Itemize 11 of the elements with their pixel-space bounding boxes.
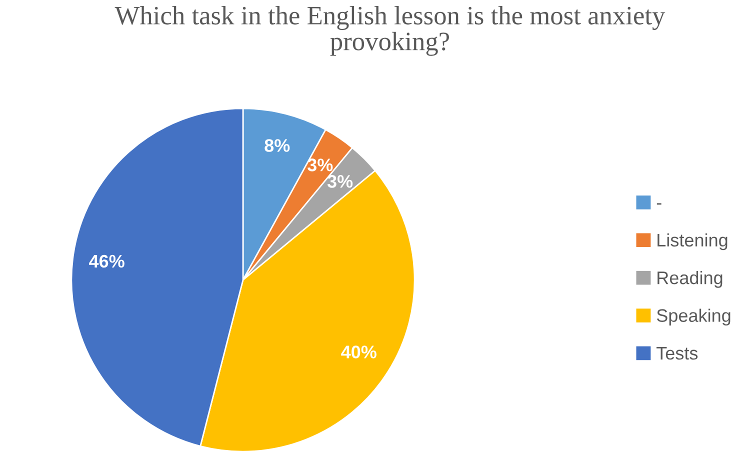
data-label: 3% bbox=[308, 158, 333, 172]
chart-title: Which task in the English lesson is the most anxiety provoking? bbox=[114, 6, 666, 56]
data-label: 8% bbox=[264, 139, 290, 152]
data-label: 46% bbox=[89, 254, 124, 268]
legend-label: Reading bbox=[658, 271, 722, 288]
data-label: 40% bbox=[341, 346, 376, 358]
legend-label: Tests bbox=[656, 347, 698, 360]
legend-label: - bbox=[656, 203, 662, 205]
legend-label: Speaking bbox=[656, 308, 730, 326]
legend-label: Listening bbox=[658, 233, 728, 250]
data-label: 3% bbox=[327, 175, 353, 188]
